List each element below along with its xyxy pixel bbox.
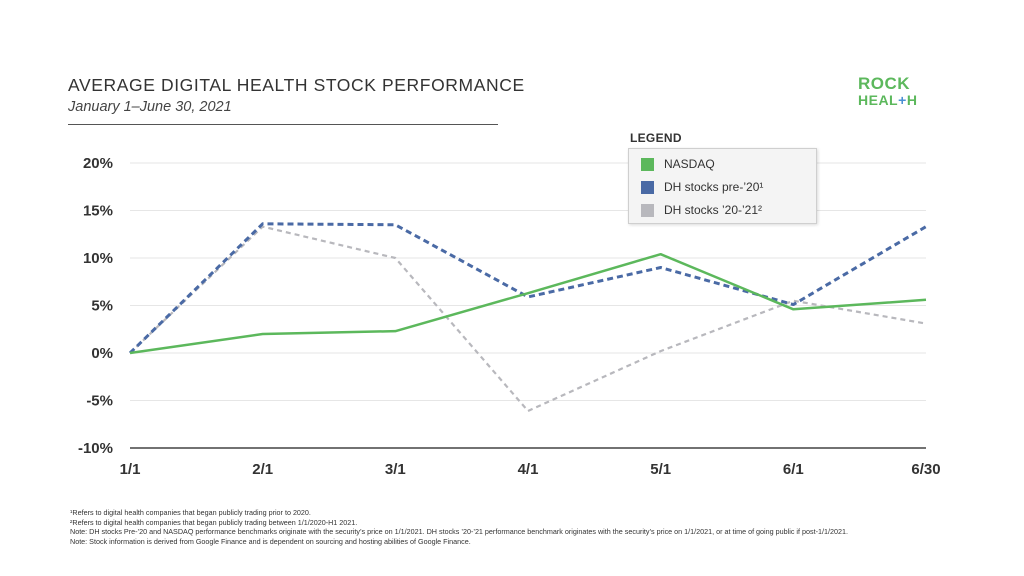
logo-line-1: ROCK <box>858 74 911 93</box>
series-line-2 <box>129 225 927 413</box>
x-tick-label: 1/1 <box>120 461 141 478</box>
y-axis-tick-labels: 20% 15% 10% 5% 0% -5% -10% <box>78 155 113 457</box>
legend-title: LEGEND <box>630 131 682 145</box>
series-line-0 <box>129 252 927 355</box>
legend-swatch-nasdaq <box>641 157 654 171</box>
logo-line-2-a: HEAL <box>858 92 899 108</box>
legend-item-dh-pre-20: DH stocks pre-’20¹ <box>641 178 763 196</box>
footnote-note-2: Note: Stock information is derived from … <box>70 536 471 546</box>
logo-line-2: HEAL+H <box>858 92 917 108</box>
legend-item-nasdaq: NASDAQ <box>641 155 715 173</box>
x-tick-label: 6/30 <box>911 461 940 478</box>
footnote-1: ¹Refers to digital health companies that… <box>70 508 311 517</box>
y-tick-label: -5% <box>86 393 113 410</box>
y-tick-label: 5% <box>91 298 113 315</box>
chart-title: AVERAGE DIGITAL HEALTH STOCK PERFORMANCE <box>68 75 525 95</box>
x-tick-label: 5/1 <box>650 461 671 478</box>
legend-swatch-dh-20-21 <box>641 203 654 217</box>
footnotes: ¹Refers to digital health companies that… <box>70 508 848 546</box>
legend-label-nasdaq: NASDAQ <box>664 157 715 171</box>
y-tick-label: -10% <box>78 440 113 457</box>
logo-line-2-b: H <box>906 92 918 108</box>
logo-plus: + <box>898 92 907 108</box>
y-tick-label: 0% <box>91 345 113 362</box>
x-tick-label: 4/1 <box>518 461 539 478</box>
series-line-1 <box>128 222 927 355</box>
legend-label-dh-20-21: DH stocks ’20-’21² <box>664 203 763 217</box>
series-lines <box>128 222 927 413</box>
x-axis-tick-labels: 1/1 2/1 3/1 4/1 5/1 6/1 6/30 <box>120 461 941 478</box>
legend-label-dh-pre-20: DH stocks pre-’20¹ <box>664 180 764 194</box>
x-tick-label: 6/1 <box>783 461 804 478</box>
chart-subtitle: January 1–June 30, 2021 <box>68 99 232 115</box>
y-tick-label: 20% <box>83 155 113 172</box>
y-tick-label: 15% <box>83 203 113 220</box>
legend: NASDAQ DH stocks pre-’20¹ DH stocks ’20-… <box>628 148 817 224</box>
rock-health-logo: ROCK HEAL+H <box>858 74 917 108</box>
footnote-2: ²Refers to digital health companies that… <box>70 517 358 527</box>
footnote-note-1: Note: DH stocks Pre-’20 and NASDAQ perfo… <box>70 527 848 537</box>
x-tick-label: 2/1 <box>252 461 273 478</box>
legend-swatch-dh-pre-20 <box>641 180 654 194</box>
title-divider <box>68 124 498 125</box>
legend-item-dh-20-21: DH stocks ’20-’21² <box>641 201 762 219</box>
y-tick-label: 10% <box>83 250 113 267</box>
x-tick-label: 3/1 <box>385 461 406 478</box>
